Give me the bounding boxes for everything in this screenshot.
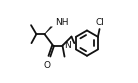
Text: NH: NH [55, 18, 69, 27]
Text: Cl: Cl [95, 18, 104, 27]
Text: O: O [44, 62, 51, 70]
Text: N: N [64, 41, 70, 50]
Polygon shape [45, 27, 52, 34]
